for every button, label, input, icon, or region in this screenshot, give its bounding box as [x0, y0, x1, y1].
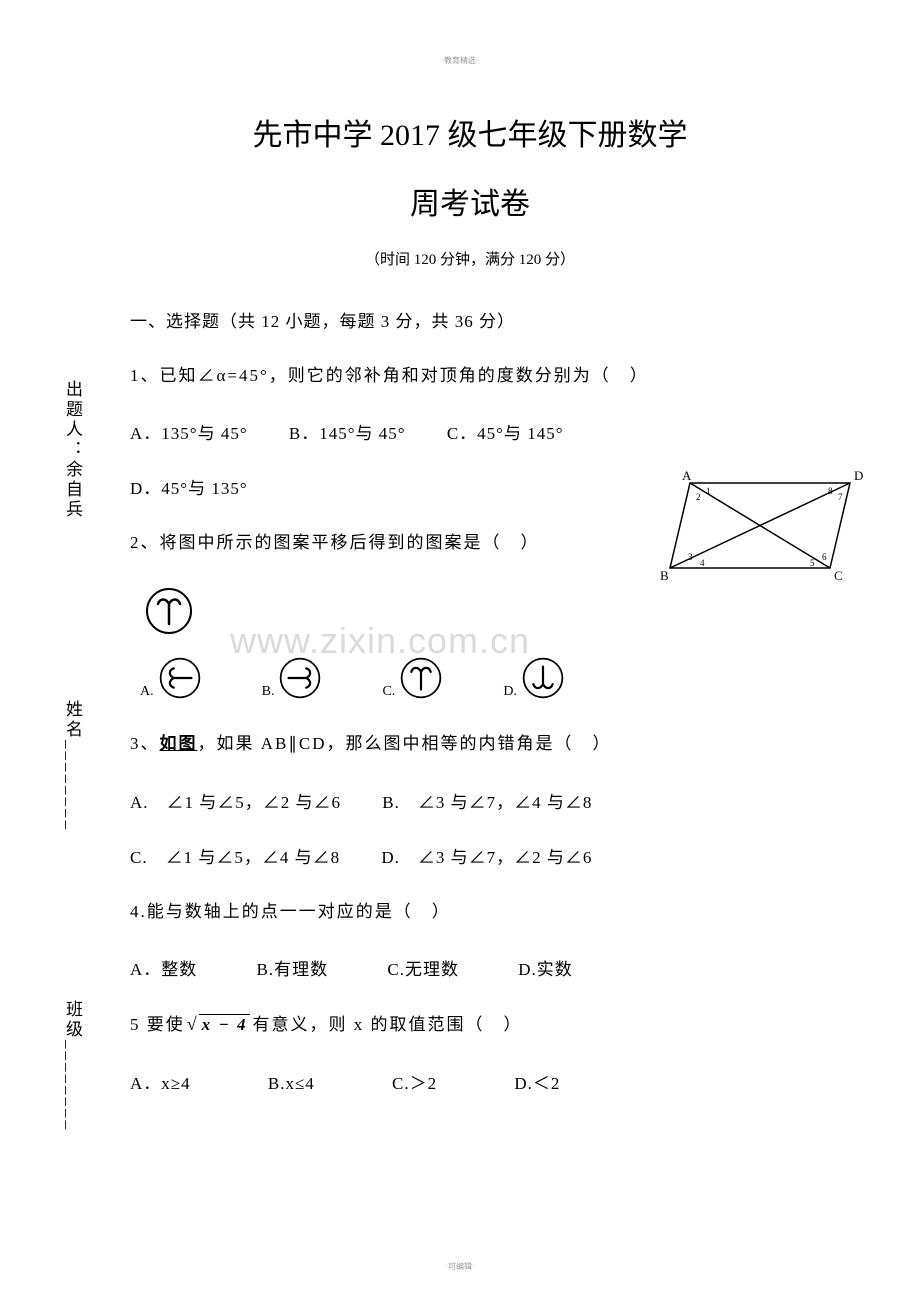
q5-opt-a: A．x≥4	[130, 1074, 191, 1093]
sqrt-argument: x − 4	[199, 1014, 251, 1034]
title-line-1: 先市中学 2017 级七年级下册数学	[130, 110, 810, 154]
q3-opt-d: D. ∠3 与∠7，∠2 与∠6	[381, 848, 592, 867]
q4-stem: 4.能与数轴上的点一一对应的是（ ）	[130, 898, 810, 925]
q4-opt-a: A．整数	[130, 960, 197, 979]
q5-opt-c: C.＞2	[392, 1074, 437, 1093]
q1-opt-d: D．45°与 135°	[130, 479, 248, 498]
q3-post: ，如果 AB∥CD，那么图中相等的内错角是（ ）	[198, 734, 612, 753]
q2-opt-d: D.	[503, 656, 565, 700]
diagram-angle-4: 4	[700, 558, 705, 568]
section-1-heading: 一、选择题（共 12 小题，每题 3 分，共 36 分）	[130, 307, 810, 332]
q1-stem: 1、已知∠α=45°，则它的邻补角和对顶角的度数分别为（ ）	[130, 362, 810, 389]
exam-page: ·教育精选· 出题人：余自兵 姓名________ 班级________ 先市中…	[0, 0, 920, 1302]
side-class-label: 班级________	[60, 1000, 85, 1132]
diagram-angle-3: 3	[688, 552, 693, 562]
q1-opt-c: C．45°与 145°	[447, 424, 564, 443]
q3-row-ab: A. ∠1 与∠5，∠2 与∠6 B. ∠3 与∠7，∠4 与∠8	[130, 788, 810, 813]
diagram-label-B: B	[660, 568, 669, 583]
q3-underline: 如图	[160, 734, 198, 753]
q2-b-icon	[278, 656, 322, 700]
diagram-angle-7: 7	[838, 492, 843, 502]
q3-stem: 3、如图，如果 AB∥CD，那么图中相等的内错角是（ ）	[130, 730, 810, 757]
q5-stem: 5 要使√x − 4有意义，则 x 的取值范围（ ）	[130, 1010, 810, 1039]
q2-d-label: D.	[503, 684, 517, 700]
q1-opt-a: A．135°与 45°	[130, 424, 248, 443]
side-class-blank: ________	[63, 1040, 82, 1132]
q2-a-icon	[158, 656, 202, 700]
q1-opt-b: B．145°与 45°	[289, 424, 406, 443]
q4-options: A．整数 B.有理数 C.无理数 D.实数	[130, 955, 810, 980]
diagram-label-C: C	[834, 568, 843, 583]
diagram-label-D: D	[854, 468, 863, 483]
diagram-label-A: A	[682, 468, 692, 483]
side-name-blank: ________	[63, 740, 82, 832]
diagram-angle-1: 1	[706, 486, 711, 496]
q5-post: 有意义，则 x 的取值范围（ ）	[252, 1015, 522, 1034]
diagram-angle-8: 8	[828, 486, 833, 496]
parallelogram-diagram: A D B C 1 2 3 4 5 6 7 8	[660, 468, 880, 593]
q5-opt-b: B.x≤4	[268, 1074, 315, 1093]
q2-a-label: A.	[140, 684, 154, 700]
parallelogram-svg: A D B C 1 2 3 4 5 6 7 8	[660, 468, 880, 588]
q3-opt-c: C. ∠1 与∠5，∠4 与∠8	[130, 848, 340, 867]
side-name-text: 姓名	[63, 700, 82, 740]
diagram-angle-2: 2	[696, 492, 701, 502]
page-header-tiny: ·教育精选·	[441, 55, 478, 66]
q5-pre: 5 要使	[130, 1015, 185, 1034]
q2-c-icon	[399, 656, 443, 700]
q2-d-icon	[521, 656, 565, 700]
q2-opt-b: B.	[262, 656, 323, 700]
page-footer-tiny: ·可编辑·	[445, 1261, 474, 1272]
q3-opt-b: B. ∠3 与∠7，∠4 与∠8	[382, 793, 592, 812]
q3-opt-a: A. ∠1 与∠5，∠2 与∠6	[130, 793, 341, 812]
q3-pre: 3、	[130, 734, 160, 753]
diagram-angle-5: 5	[810, 558, 815, 568]
q2-opt-a: A.	[140, 656, 202, 700]
q2-source-figure	[144, 586, 810, 641]
sqrt-expression: √x − 4	[187, 1010, 251, 1039]
q5-options: A．x≥4 B.x≤4 C.＞2 D.＜2	[130, 1069, 810, 1094]
title-line-2: 周考试卷	[130, 179, 810, 223]
q2-options: A. B. C. D.	[140, 656, 810, 700]
side-author: 出题人：余自兵	[60, 380, 85, 520]
exam-meta: （时间 120 分钟，满分 120 分）	[130, 248, 810, 269]
q1-options-row1: A．135°与 45° B．145°与 45° C．45°与 145°	[130, 419, 810, 444]
q2-c-label: C.	[382, 684, 395, 700]
q5-opt-d: D.＜2	[514, 1074, 560, 1093]
q4-opt-c: C.无理数	[387, 960, 459, 979]
side-class-text: 班级	[63, 1000, 82, 1040]
q2-b-label: B.	[262, 684, 275, 700]
q4-opt-b: B.有理数	[257, 960, 329, 979]
aries-icon	[144, 586, 194, 636]
q3-row-cd: C. ∠1 与∠5，∠4 与∠8 D. ∠3 与∠7，∠2 与∠6	[130, 843, 810, 868]
side-name-label: 姓名________	[60, 700, 85, 832]
diagram-angle-6: 6	[822, 552, 827, 562]
sqrt-sign-icon: √	[187, 1014, 199, 1034]
q2-opt-c: C.	[382, 656, 443, 700]
q4-opt-d: D.实数	[518, 960, 573, 979]
